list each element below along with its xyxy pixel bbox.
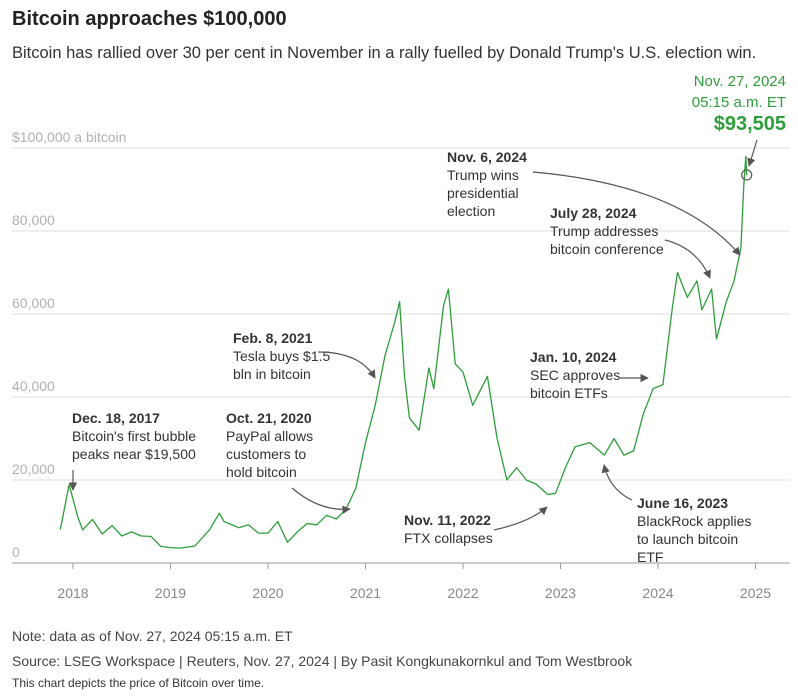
description: This chart depicts the price of Bitcoin …: [12, 676, 264, 690]
arrow: [532, 171, 741, 256]
y-tick-label: 20,000: [12, 461, 55, 477]
chart-subtitle: Bitcoin has rallied over 30 per cent in …: [12, 44, 756, 62]
annotation-date: July 28, 2024: [550, 205, 637, 221]
annotation-text: hold bitcoin: [226, 464, 297, 480]
annotation-text: bln in bitcoin: [233, 366, 311, 382]
annotation-text: customers to: [226, 446, 306, 462]
annotation-text: to launch bitcoin: [637, 531, 738, 547]
x-tick-label: 2020: [252, 585, 283, 601]
annotation-date: Nov. 11, 2022: [404, 512, 491, 528]
annotation-text: Tesla buys $1.5: [233, 348, 330, 364]
y-tick-label: $100,000 a bitcoin: [12, 129, 126, 145]
arrow: [291, 487, 351, 514]
latest-value: $93,505: [714, 113, 786, 135]
annotation-date: Feb. 8, 2021: [233, 330, 313, 346]
annotation-date: Jan. 10, 2024: [530, 349, 617, 365]
annotation-text: bitcoin ETFs: [530, 385, 608, 401]
annotation-text: BlackRock applies: [637, 513, 751, 529]
annotation-text: PayPal allows: [226, 428, 313, 444]
annotation-text: SEC approves: [530, 367, 620, 383]
source: Source: LSEG Workspace | Reuters, Nov. 2…: [12, 653, 633, 669]
y-tick-label: 80,000: [12, 212, 55, 228]
x-tick-label: 2022: [447, 585, 478, 601]
x-tick-label: 2018: [57, 585, 88, 601]
annotation-date: Dec. 18, 2017: [72, 410, 160, 426]
arrow: [493, 506, 548, 531]
latest-time: 05:15 a.m. ET: [692, 94, 786, 111]
annotation-date: June 16, 2023: [637, 495, 728, 511]
x-tick-label: 2019: [155, 585, 186, 601]
y-tick-label: 0: [12, 544, 20, 560]
latest-date: Nov. 27, 2024: [694, 73, 786, 90]
note: Note: data as of Nov. 27, 2024 05:15 a.m…: [12, 628, 293, 644]
annotation-date: Nov. 6, 2024: [447, 149, 527, 165]
annotation-text: presidential: [447, 185, 519, 201]
annotation-text: FTX collapses: [404, 530, 493, 546]
plot: 0 20,000 40,000 60,000 80,000 $100,000 a bitc…: [12, 73, 790, 601]
annotation-text: Trump wins: [447, 167, 519, 183]
chart-title: Bitcoin approaches $100,000: [12, 8, 287, 30]
annotation-text: election: [447, 203, 495, 219]
annotation-text: bitcoin conference: [550, 241, 664, 257]
annotation-date: Oct. 21, 2020: [226, 410, 312, 426]
x-tick-label: 2021: [350, 585, 381, 601]
x-tick-label: 2025: [740, 585, 771, 601]
annotation-text: Trump addresses: [550, 223, 658, 239]
annotation-arrows: [68, 139, 758, 531]
arrow: [747, 139, 758, 167]
arrow: [601, 464, 633, 501]
annotation-text: Bitcoin's first bubble: [72, 428, 196, 444]
latest-point: [741, 169, 753, 181]
arrow: [664, 239, 711, 279]
y-tick-label: 40,000: [12, 378, 55, 394]
annotation-text: peaks near $19,500: [72, 446, 196, 462]
price-line: [59, 155, 748, 549]
x-tick-label: 2024: [642, 585, 673, 601]
arrow: [317, 351, 376, 379]
y-tick-label: 60,000: [12, 295, 55, 311]
annotation-text: ETF: [637, 549, 663, 565]
x-tick-label: 2023: [545, 585, 576, 601]
